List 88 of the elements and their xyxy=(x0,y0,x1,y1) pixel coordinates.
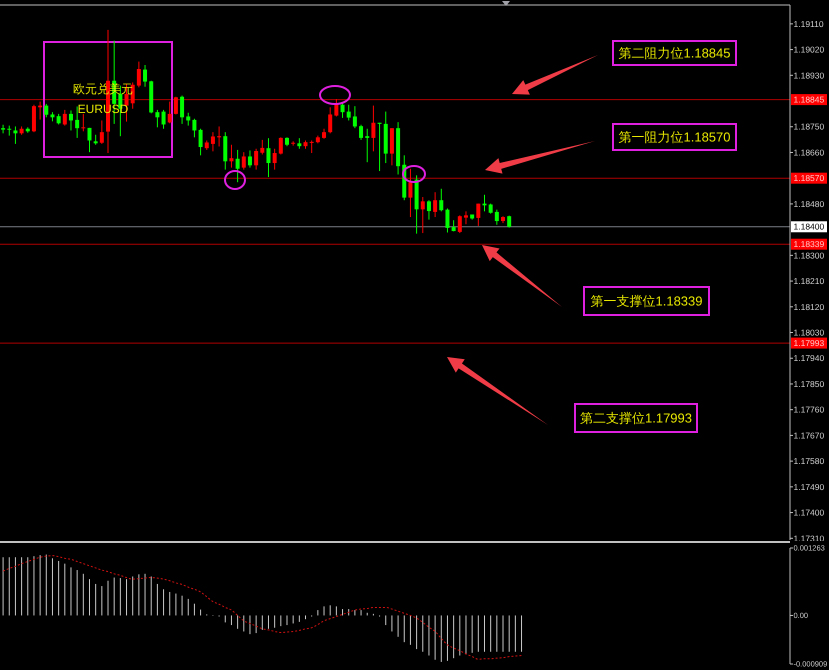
candlestick xyxy=(136,61,141,88)
candlestick xyxy=(198,128,203,156)
candlestick xyxy=(38,101,42,120)
candlestick xyxy=(340,102,345,118)
candlestick xyxy=(365,128,370,163)
y-tick-label: 1.18030 xyxy=(794,327,824,338)
candlestick xyxy=(229,144,234,168)
candlestick xyxy=(371,105,376,152)
ref-line-label: 1.18339 xyxy=(794,239,824,250)
ref-line-label: 1.18400 xyxy=(794,222,824,232)
y-tick-label: 1.17400 xyxy=(794,508,824,518)
candlestick xyxy=(452,220,456,232)
y-tick-label: 1.19020 xyxy=(794,44,824,55)
candlestick xyxy=(260,139,264,155)
candlestick xyxy=(87,127,92,153)
candlestick xyxy=(266,138,270,178)
candlestick xyxy=(100,120,104,144)
candlestick xyxy=(458,214,462,234)
candlestick xyxy=(143,64,148,88)
y-tick-label: 1.18660 xyxy=(794,147,824,158)
y-tick-label: 1.17760 xyxy=(794,404,824,415)
candlestick xyxy=(476,203,480,226)
candlestick xyxy=(62,109,67,126)
candlestick xyxy=(278,136,283,155)
candlestick xyxy=(186,112,190,126)
candlestick xyxy=(168,101,172,124)
y-tick-label: 1.19110 xyxy=(794,18,824,29)
y-tick-label: 1.18120 xyxy=(794,302,824,312)
y-tick-label: 1.17940 xyxy=(794,353,824,364)
candlestick xyxy=(408,168,412,218)
ref-line-label: 1.18845 xyxy=(794,94,824,105)
candlestick xyxy=(204,140,209,150)
ref-line-label: 1.18570 xyxy=(794,173,824,184)
annotation: 第一阻力位1.18570 xyxy=(618,130,730,145)
candlestick xyxy=(328,106,332,134)
annotation: 第二阻力位1.18845 xyxy=(618,46,730,61)
candlestick xyxy=(420,196,425,234)
y-tick-label: 1.17670 xyxy=(794,430,824,440)
candlestick xyxy=(439,188,444,212)
candlestick xyxy=(50,112,54,122)
candlestick xyxy=(217,126,222,147)
candlestick xyxy=(13,126,18,144)
candlestick xyxy=(445,208,450,233)
candlestick xyxy=(81,113,86,132)
annotation: 第二支撑位1.17993 xyxy=(580,410,692,426)
candlestick xyxy=(7,125,12,136)
line-series xyxy=(2,555,522,660)
candlestick xyxy=(352,106,357,129)
candlestick xyxy=(346,104,351,121)
y-tick-label: 1.17310 xyxy=(794,533,824,544)
candlestick xyxy=(192,118,196,138)
candlestick xyxy=(94,134,98,146)
candlestick xyxy=(75,106,80,138)
candlestick xyxy=(507,215,512,228)
candlestick xyxy=(494,209,499,226)
y-tick-label: 1.17490 xyxy=(794,482,824,492)
candlestick xyxy=(482,194,486,212)
ref-line-label: 1.17993 xyxy=(794,338,824,348)
annotation: 第一支撑位1.18339 xyxy=(590,294,702,309)
y-tick-label: 1.18750 xyxy=(794,122,824,132)
candlestick xyxy=(433,192,438,218)
candlestick xyxy=(180,95,184,124)
candlestick xyxy=(174,96,178,115)
y-tick-label: 1.18480 xyxy=(794,198,824,209)
candlestick xyxy=(426,200,431,220)
candlestick xyxy=(359,124,364,140)
candlestick xyxy=(272,148,277,170)
candlestick xyxy=(210,132,215,152)
candlestick xyxy=(488,203,493,214)
candlestick xyxy=(44,103,48,118)
candlestick xyxy=(242,152,246,170)
candlestick xyxy=(56,113,61,125)
candlestick xyxy=(254,148,258,170)
y-tick-label: 1.18210 xyxy=(794,276,824,286)
candlestick xyxy=(322,128,326,140)
y-tick-label: 1.18300 xyxy=(794,250,824,260)
y-tick-label: 1.17580 xyxy=(794,456,824,466)
candlestick xyxy=(310,140,314,154)
candlestick xyxy=(155,109,160,128)
candlestick xyxy=(130,82,135,110)
y-tick-label: 1.17850 xyxy=(794,378,824,389)
candlestick xyxy=(162,109,166,130)
candlestick xyxy=(334,98,338,117)
y-tick-label: 1.18930 xyxy=(794,70,824,80)
candlestick xyxy=(378,122,382,172)
candlestick xyxy=(68,110,73,131)
candlestick xyxy=(236,149,240,183)
candlestick xyxy=(248,150,252,168)
